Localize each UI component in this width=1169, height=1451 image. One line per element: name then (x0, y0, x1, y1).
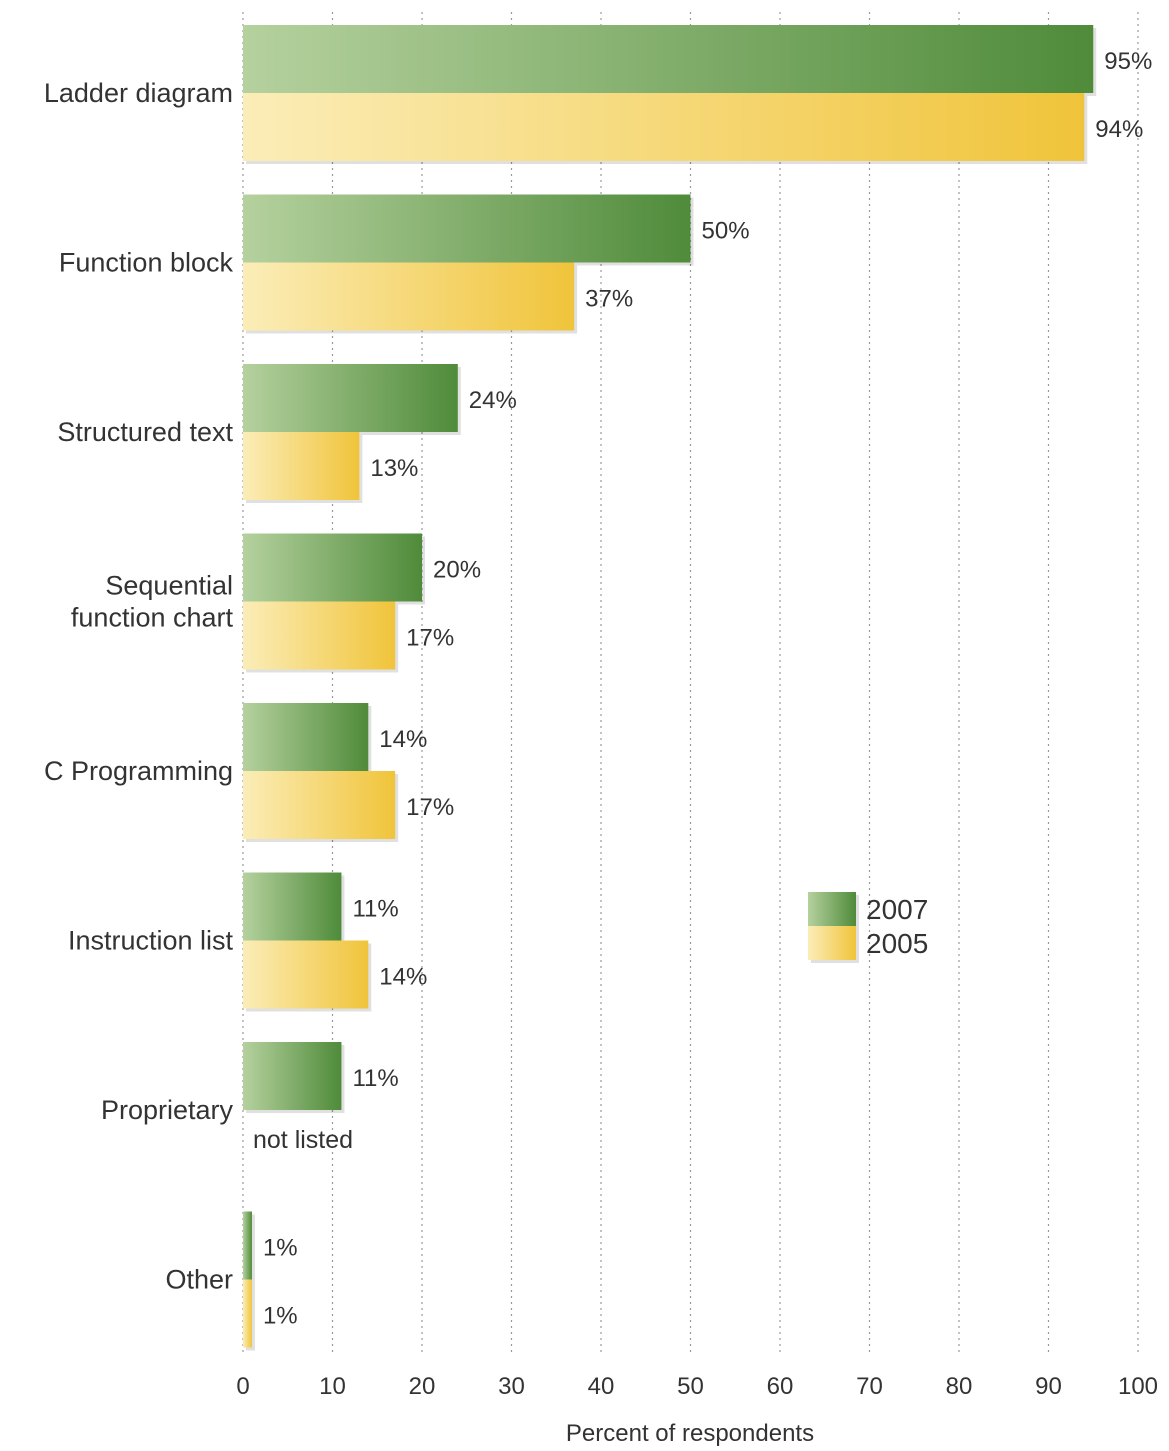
category-label: Other (165, 1265, 233, 1295)
category-label: Structured text (57, 417, 233, 447)
value-label-2005: 37% (585, 286, 633, 313)
value-label-2007: 14% (379, 726, 427, 753)
category-label: Ladder diagram (44, 78, 233, 108)
legend-label-2005: 2005 (866, 928, 928, 959)
x-tick-label: 50 (677, 1373, 704, 1400)
x-tick-label: 100 (1118, 1373, 1158, 1400)
x-tick-label: 80 (946, 1373, 973, 1400)
category-label: Instruction list (68, 926, 234, 956)
category-label: Function block (59, 248, 234, 278)
bar-2007 (243, 533, 422, 602)
x-tick-label: 70 (856, 1373, 883, 1400)
category-label: Sequential (105, 571, 233, 601)
value-label-2005: 94% (1095, 116, 1143, 143)
bar-2005 (243, 432, 360, 500)
x-tick-label: 90 (1035, 1373, 1062, 1400)
value-label-2007: 20% (433, 557, 481, 584)
not-listed-note: not listed (253, 1126, 353, 1154)
legend-swatch-2007 (808, 892, 856, 926)
category-label: function chart (71, 603, 234, 633)
value-label-2007: 95% (1104, 48, 1152, 75)
bar-2007 (243, 194, 691, 263)
bar-2007 (243, 872, 342, 941)
x-tick-label: 40 (588, 1373, 615, 1400)
bar-2005 (243, 601, 396, 670)
legend-label-2007: 2007 (866, 894, 928, 925)
value-label-2005: 17% (406, 625, 454, 652)
value-label-2007: 11% (352, 1065, 398, 1092)
value-label-2007: 24% (469, 387, 517, 414)
bars-layer (243, 25, 1097, 1351)
bar-2005 (243, 940, 369, 1009)
bar-2007 (243, 703, 369, 771)
value-label-2007: 50% (702, 218, 750, 245)
category-label: Proprietary (101, 1095, 234, 1125)
bar-2007 (243, 364, 458, 432)
value-label-2005: 13% (370, 455, 418, 482)
x-tick-label: 10 (319, 1373, 346, 1400)
bar-2007 (243, 1042, 342, 1110)
legend-swatch-2005 (808, 926, 856, 960)
x-tick-label: 60 (767, 1373, 794, 1400)
category-label: C Programming (44, 756, 233, 786)
value-label-2005: 1% (263, 1303, 298, 1330)
labels-layer: 0 10 20 30 40 50 60 70 80 90 100 95% 94% Ladder diagr… (44, 48, 1158, 1400)
bar-2007 (243, 1211, 252, 1280)
value-label-2007: 11% (352, 896, 398, 923)
bar-2005 (243, 262, 575, 331)
x-tick-label: 30 (498, 1373, 525, 1400)
bar-2005 (243, 1279, 252, 1348)
bar-2005 (243, 93, 1085, 161)
value-label-2005: 14% (379, 964, 427, 991)
x-axis-title: Percent of respondents (566, 1420, 814, 1447)
value-label-2007: 1% (263, 1235, 298, 1262)
x-tick-label: 20 (409, 1373, 436, 1400)
value-label-2005: 17% (406, 794, 454, 821)
bar-2007 (243, 25, 1094, 93)
bar-2005 (243, 771, 396, 839)
x-tick-label: 0 (236, 1373, 249, 1400)
